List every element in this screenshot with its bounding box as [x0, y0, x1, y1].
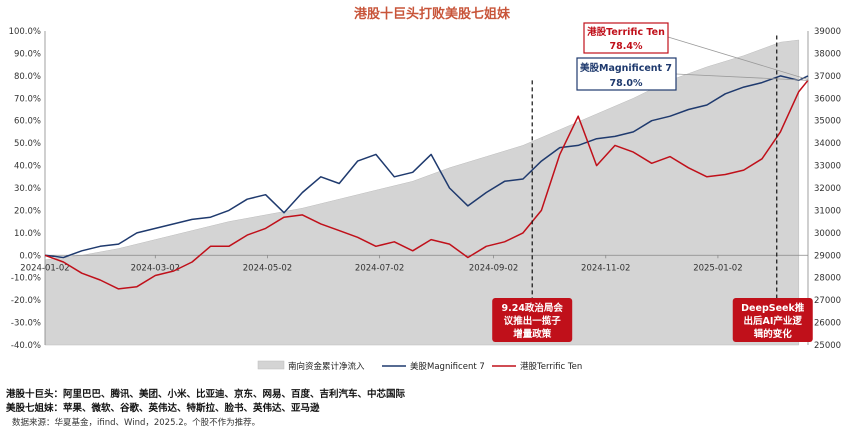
x-tick-label: 2024-11-02: [581, 263, 630, 273]
y-right-tick-label: 37000: [814, 72, 841, 82]
event-924-text: 增量政策: [513, 328, 552, 340]
y-left-tick-label: 80.0%: [14, 72, 41, 82]
mag7-callout-box: [576, 57, 677, 91]
event-924-text: 9.24政治局会: [501, 302, 563, 314]
mag7-callout-label: 美股Magnificent 7: [579, 62, 672, 74]
y-left-tick-label: -20.0%: [11, 296, 41, 306]
y-right-tick-label: 34000: [814, 139, 841, 149]
legend-label-terrific: 港股Terrific Ten: [520, 361, 582, 372]
x-tick-label: 2024-01-02: [20, 263, 69, 273]
y-left-tick-label: 0.0%: [19, 251, 41, 261]
y-left-tick-label: -10.0%: [11, 274, 41, 284]
y-right-tick-label: 36000: [814, 94, 841, 104]
terrific-callout-label: 港股Terrific Ten: [587, 26, 665, 38]
event-924-text: 议推出一揽子: [504, 315, 562, 327]
y-right-tick-label: 25000: [814, 341, 841, 351]
y-right-tick-label: 38000: [814, 49, 841, 59]
area-southbound-flow: [44, 39, 800, 346]
y-right-tick-label: 39000: [814, 27, 841, 37]
x-tick-label: 2024-03-02: [131, 263, 180, 273]
line-magnificent-7: [44, 75, 809, 259]
y-left-tick-label: 40.0%: [14, 162, 41, 172]
chart-title: 港股十巨头打败美股七姐妹: [354, 6, 511, 22]
event-deepseek-text: 辑的变化: [754, 328, 793, 340]
mag7-callout-value: 78.0%: [610, 78, 643, 89]
y-right-tick-label: 30000: [814, 229, 841, 239]
x-tick-label: 2025-01-02: [693, 263, 742, 273]
event-deepseek-box: [732, 298, 813, 342]
y-right-tick-label: 35000: [814, 117, 841, 127]
y-left-tick-label: 50.0%: [14, 139, 41, 149]
x-tick-label: 2024-05-02: [243, 263, 292, 273]
y-left-tick-label: 90.0%: [14, 49, 41, 59]
footer-us-seven: 美股七姐妹：苹果、微软、谷歌、英伟达、特斯拉、脸书、英伟达、亚马逊: [6, 403, 320, 414]
footer-hk-ten: 港股十巨头：阿里巴巴、腾讯、美团、小米、比亚迪、京东、网易、百度、吉利汽车、中芯…: [6, 389, 406, 400]
mag7-leader: [675, 73, 809, 81]
x-tick-label: 2024-09-02: [469, 263, 518, 273]
y-left-tick-label: 30.0%: [14, 184, 41, 194]
event-924-box: [492, 298, 573, 342]
x-tick-label: 2024-07-02: [355, 263, 404, 273]
terrific-callout-value: 78.4%: [610, 41, 643, 52]
y-right-tick-label: 32000: [814, 184, 841, 194]
chart: 港股十巨头打败美股七姐妹 100.0% 90.0% 80.0% 70.0% 60.0% 50…: [9, 6, 841, 372]
y-right-tick-label: 26000: [814, 319, 841, 329]
y-left-tick-label: 10.0%: [14, 229, 41, 239]
y-left-tick-label: 70.0%: [14, 94, 41, 104]
y-right-tick-label: 29000: [814, 251, 841, 261]
event-deepseek-text: DeepSeek推: [741, 302, 805, 314]
terrific-leader: [667, 36, 809, 80]
y-left-tick-label: 20.0%: [14, 206, 41, 216]
y-right-tick-label: 27000: [814, 296, 841, 306]
y-right-tick-label: 28000: [814, 274, 841, 284]
y-left-tick-label: 100.0%: [9, 27, 41, 37]
y-right-tick-label: 31000: [814, 206, 841, 216]
y-right-tick-label: 33000: [814, 162, 841, 172]
terrific-callout-box: [583, 22, 669, 54]
y-left-tick-label: -40.0%: [11, 341, 41, 351]
legend-label-area: 南向资金累计净流入: [288, 361, 365, 372]
y-left-tick-label: -30.0%: [11, 319, 41, 329]
footer-source: 数据来源：华夏基金，ifind、Wind，2025.2。个股不作为推荐。: [12, 418, 261, 428]
line-terrific-ten: [44, 79, 809, 290]
legend-label-mag7: 美股Magnificent 7: [410, 361, 485, 372]
legend-swatch-area: [257, 360, 285, 370]
event-deepseek-text: 出后AI产业逻: [744, 315, 803, 327]
y-left-tick-label: 60.0%: [14, 117, 41, 127]
